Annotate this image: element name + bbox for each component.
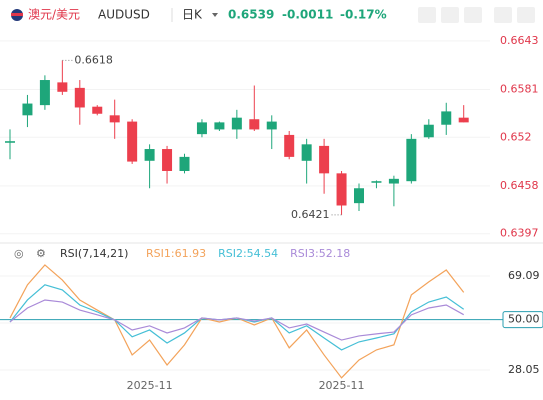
candle-body — [196, 122, 207, 135]
pair-name[interactable]: 澳元/美元 — [28, 8, 80, 22]
candle-body — [301, 144, 312, 161]
price: 0.6539 — [228, 8, 274, 22]
candle-body — [354, 188, 364, 204]
y-tick-label: 0.6581 — [500, 82, 539, 95]
y-tick-label: 28.05 — [508, 363, 540, 376]
y-tick-label: 0.6397 — [500, 227, 539, 240]
candle-body — [162, 149, 173, 171]
legend-entry: RSI1:61.93 — [146, 247, 206, 260]
candle-body — [57, 82, 68, 92]
indicator-title: RSI(7,14,21) — [60, 247, 128, 260]
candle-body — [388, 178, 399, 184]
candle-body — [319, 145, 330, 174]
symbol: AUDUSD — [98, 8, 150, 22]
candle-body — [92, 106, 103, 114]
tool-button[interactable] — [464, 7, 482, 23]
candle-body — [109, 115, 120, 123]
tool-button[interactable] — [418, 7, 436, 23]
candle-body — [336, 173, 347, 206]
candle-body — [284, 134, 295, 157]
candle-body — [127, 121, 138, 162]
tool-button[interactable] — [517, 7, 535, 23]
candle-body — [74, 87, 85, 108]
x-tick-label: 2025-11 — [127, 379, 173, 392]
candle-body — [22, 103, 33, 116]
change: -0.0011 — [282, 8, 333, 22]
candle-body — [5, 141, 15, 143]
rsi-line — [9, 264, 465, 379]
candle-body — [179, 156, 190, 171]
y-tick-label: 0.652 — [500, 130, 532, 143]
y-tick-label: 69.09 — [508, 269, 540, 282]
reference-box — [502, 311, 543, 329]
legend-entry: RSI3:52.18 — [290, 247, 350, 260]
period[interactable]: 日K — [182, 8, 203, 22]
candle-body — [39, 80, 50, 106]
rsi-line — [9, 299, 464, 341]
tool-button[interactable] — [494, 7, 512, 23]
candle-body — [458, 117, 469, 123]
dropdown-icon[interactable] — [212, 13, 218, 17]
eye-icon[interactable]: ◎ — [14, 247, 24, 260]
x-tick-label: 2025-11 — [319, 379, 365, 392]
change-pct: -0.17% — [340, 8, 387, 22]
candle-body — [406, 138, 417, 182]
settings-icon[interactable]: ⚙ — [36, 247, 46, 260]
candle-body — [423, 124, 434, 138]
candle-body — [441, 111, 452, 125]
reference-label: 50.00 — [508, 313, 540, 326]
low-label: 0.6421 — [291, 208, 330, 221]
candle-body — [231, 117, 242, 130]
legend-entry: RSI2:54.54 — [218, 247, 278, 260]
flag-stripe — [11, 13, 23, 16]
y-tick-label: 0.6643 — [500, 34, 539, 47]
candle-body — [371, 181, 382, 183]
high-label: 0.6618 — [74, 53, 113, 66]
y-tick-label: 0.6458 — [500, 179, 539, 192]
candle-body — [266, 121, 277, 130]
candle-body — [249, 119, 260, 130]
candle-body — [144, 149, 155, 161]
tool-button[interactable] — [441, 7, 459, 23]
candle-body — [214, 122, 225, 130]
